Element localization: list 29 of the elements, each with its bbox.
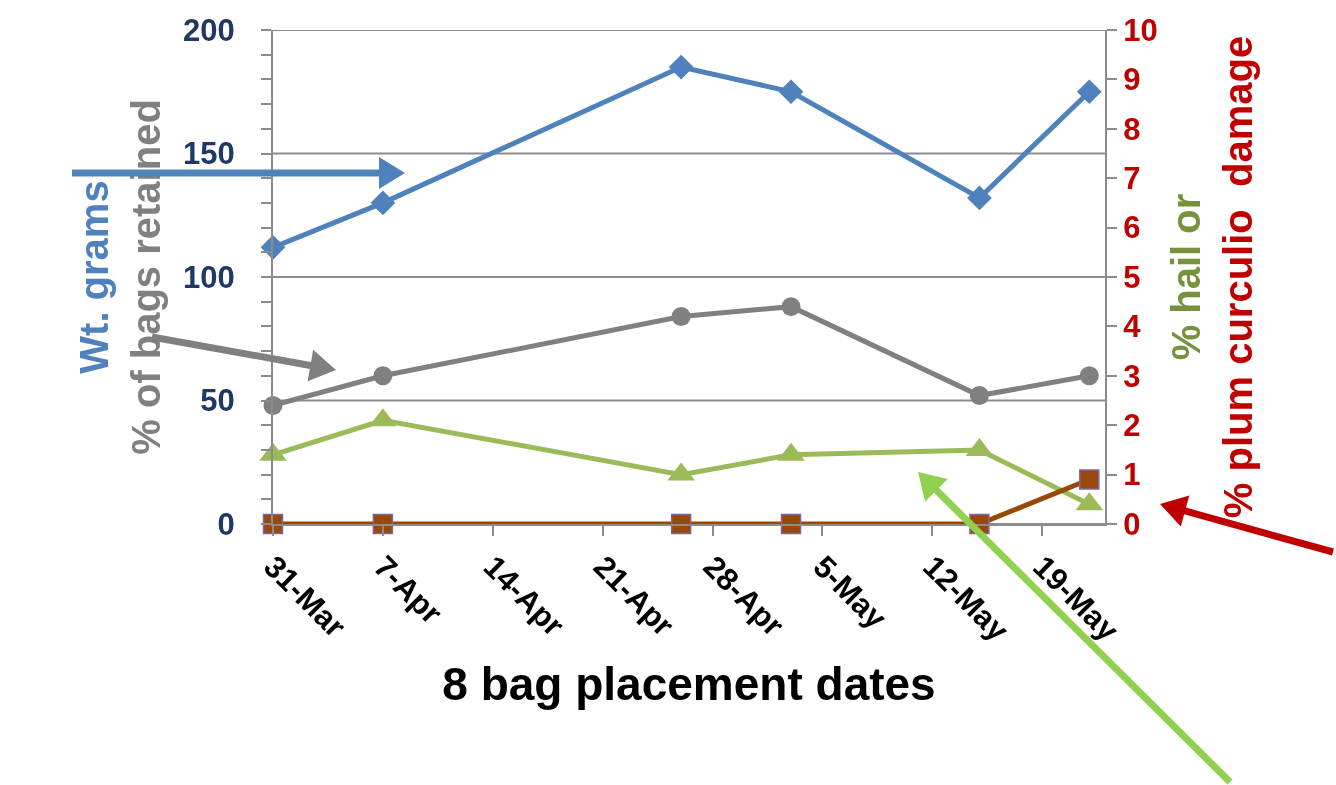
y2-tick-label: 1 <box>1123 457 1141 493</box>
point <box>778 79 804 105</box>
point <box>1079 366 1099 386</box>
point <box>373 366 393 386</box>
y-tick-label: 100 <box>183 259 235 295</box>
y-tick-label: 0 <box>217 506 235 542</box>
y2-axis-title: % hail or % plum curculio damage <box>1163 35 1260 519</box>
y2-tick-label: 0 <box>1123 506 1141 542</box>
y-tick-label: 150 <box>183 136 235 172</box>
y2-tick-label: 3 <box>1123 358 1141 394</box>
point <box>781 297 801 317</box>
y2-tick-label: 8 <box>1123 111 1141 147</box>
x-axis-title: 8 bag placement dates <box>442 657 936 710</box>
point <box>668 54 694 80</box>
y2-tick-label: 9 <box>1123 62 1141 98</box>
y-axis-title: Wt. grams % of bags retained <box>72 99 169 455</box>
y2-tick-label: 2 <box>1123 408 1141 444</box>
y2-tick-label: 4 <box>1123 309 1142 345</box>
point <box>967 185 992 211</box>
point <box>969 386 989 406</box>
point <box>671 307 691 327</box>
point <box>370 190 396 216</box>
y2-tick-label: 6 <box>1123 210 1141 246</box>
y2-tick-label: 5 <box>1123 259 1141 295</box>
y2-tick-label: 7 <box>1123 161 1141 197</box>
y-tick-label: 50 <box>200 383 235 419</box>
point <box>1076 79 1102 105</box>
y-tick-label: 200 <box>183 12 235 48</box>
y2-tick-label: 10 <box>1123 12 1158 48</box>
